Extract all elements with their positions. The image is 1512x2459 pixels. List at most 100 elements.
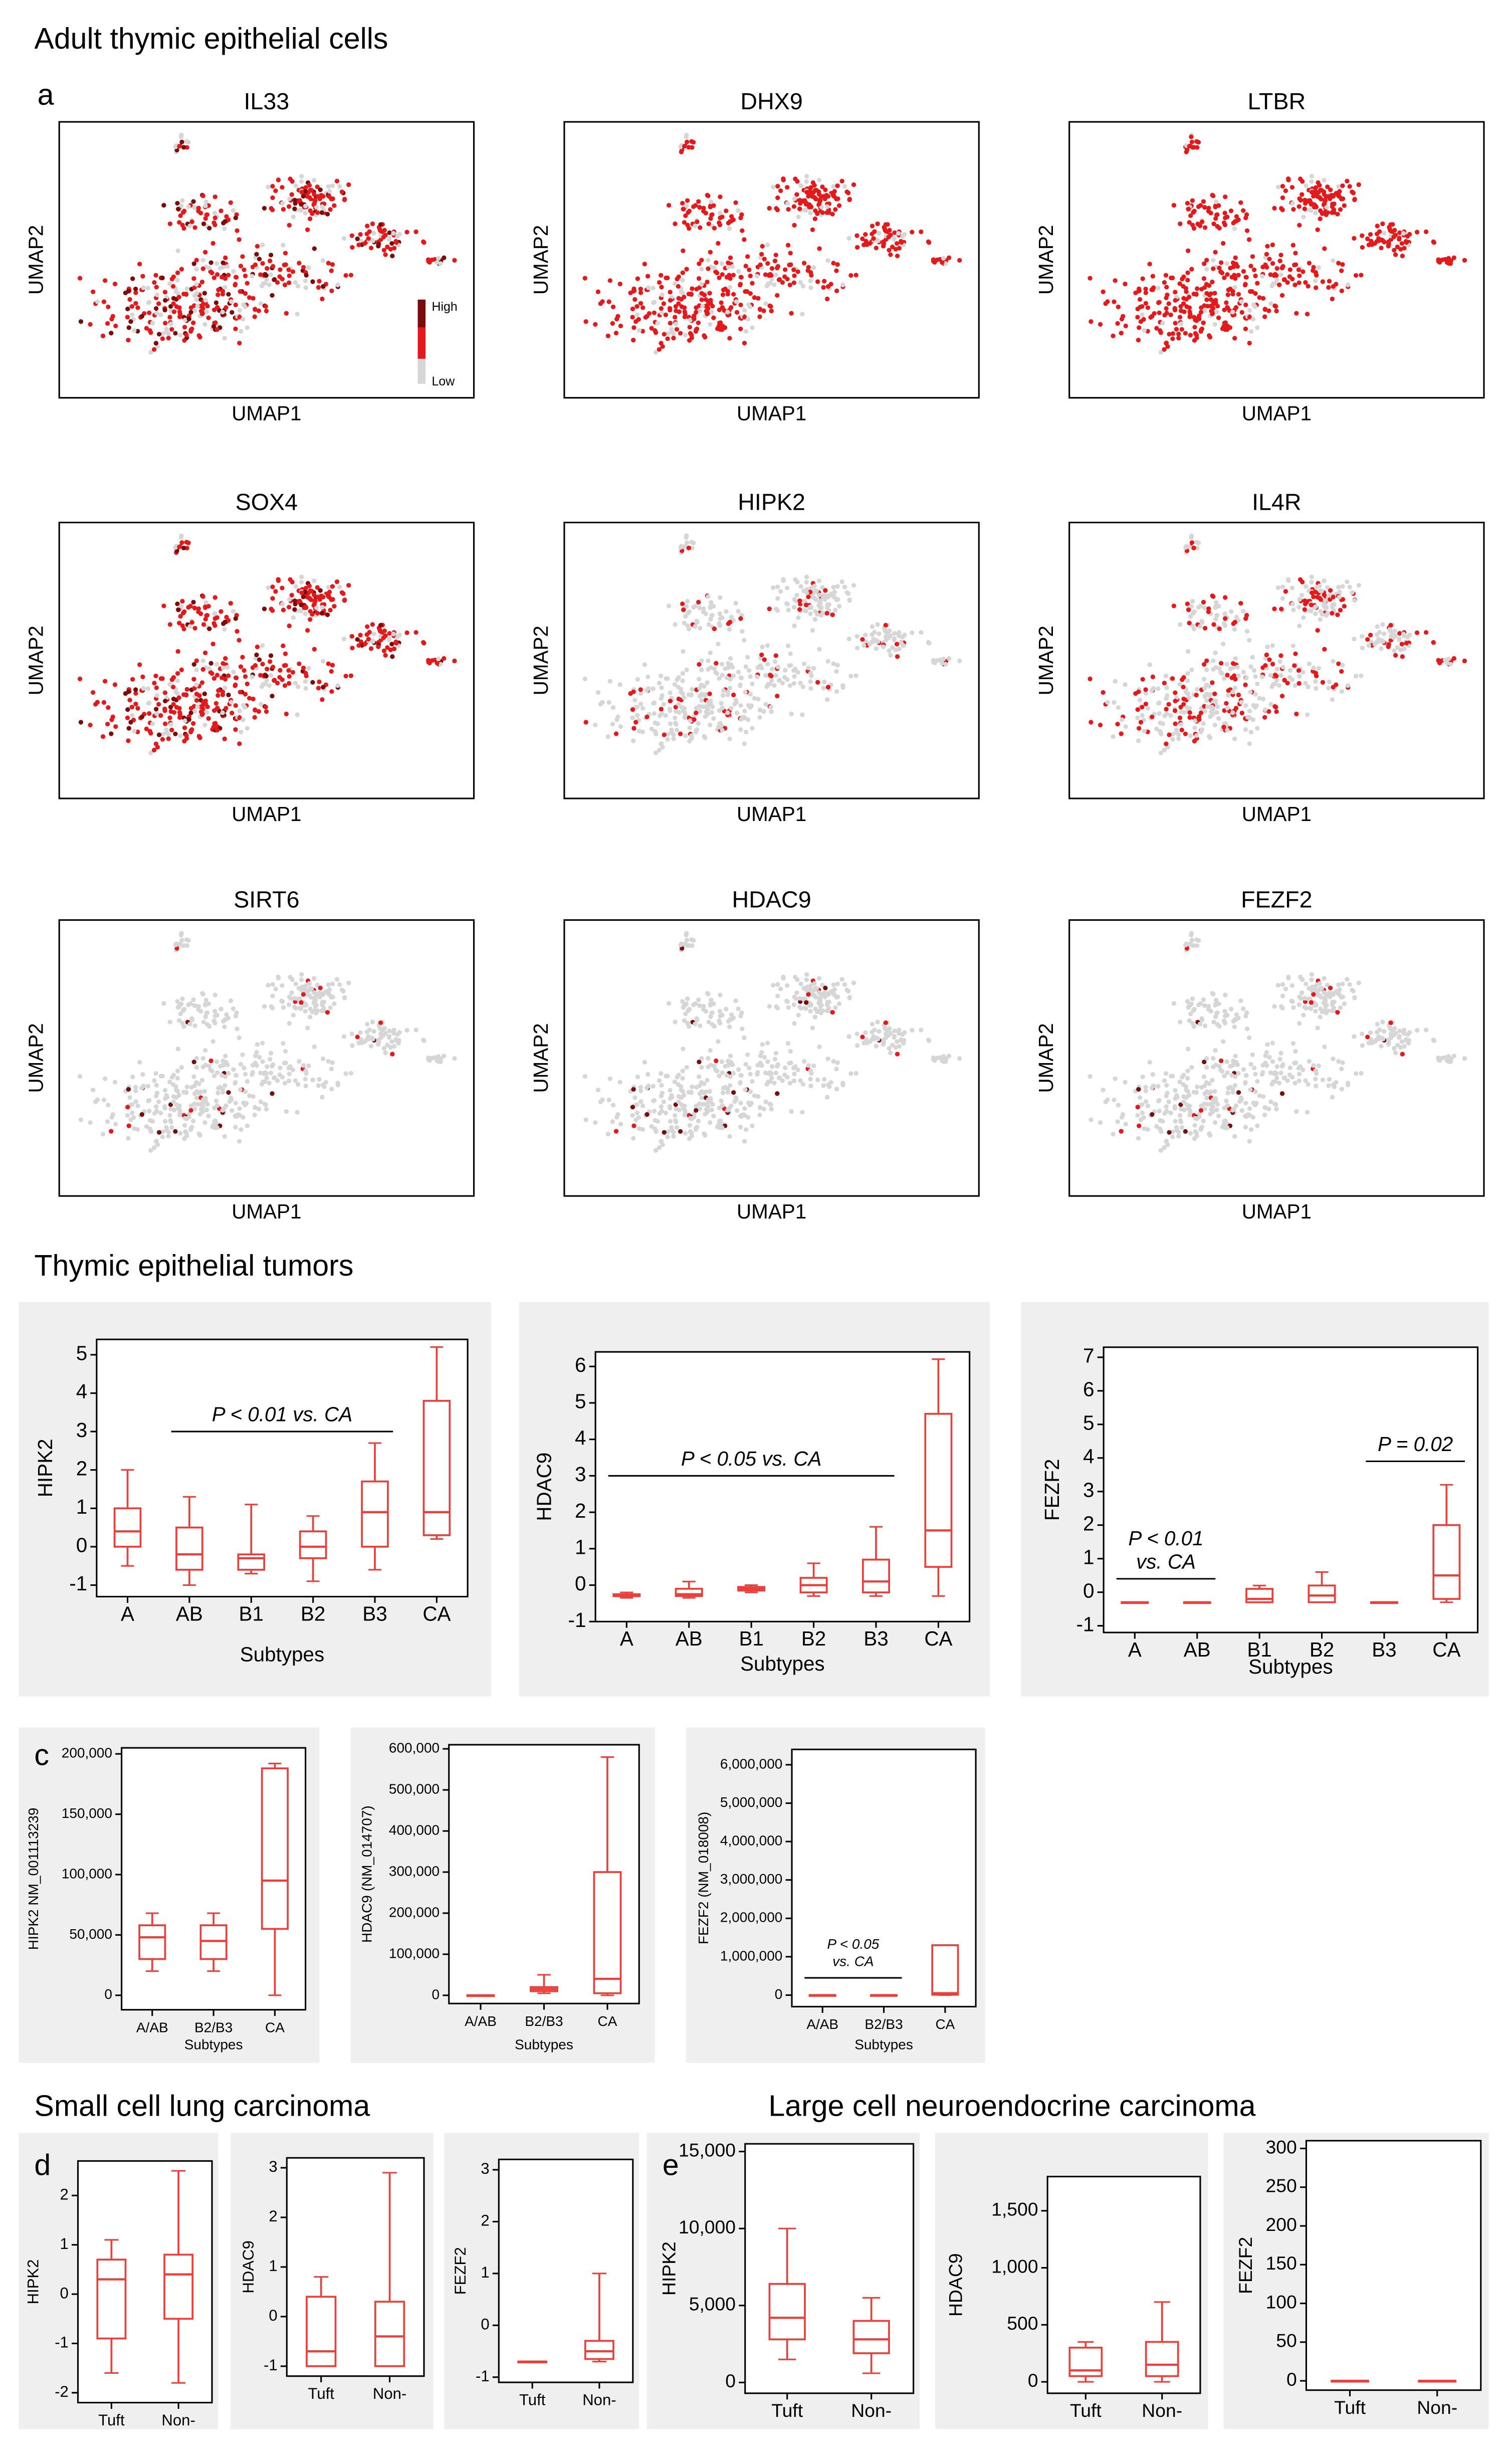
umap-dot: [825, 258, 830, 263]
umap-dot: [720, 272, 725, 277]
umap-dot: [160, 331, 165, 336]
umap-dot: [1250, 316, 1256, 322]
umap-dot: [1243, 216, 1248, 221]
umap-dot: [163, 721, 168, 726]
umap-dot: [653, 1126, 658, 1131]
umap-dot: [848, 674, 853, 679]
umap-dot: [1253, 273, 1258, 279]
umap-dot: [293, 681, 298, 686]
umap-dot: [734, 310, 740, 315]
umap-dot: [358, 633, 363, 638]
umap-dot: [1315, 628, 1320, 633]
umap-dot: [270, 596, 275, 601]
umap-dot: [194, 682, 199, 688]
umap-dot: [613, 731, 619, 736]
umap-dot: [133, 1099, 138, 1104]
umap-dot: [1257, 295, 1262, 300]
umap-dot: [335, 1081, 340, 1086]
umap-dot: [258, 673, 263, 678]
umap-dot: [269, 206, 274, 211]
umap-dot: [220, 1108, 225, 1113]
umap-dot: [831, 261, 836, 266]
umap-dot: [676, 1099, 681, 1104]
umap-dot: [1157, 711, 1162, 716]
umap-dot: [669, 727, 674, 732]
umap-dot: [718, 721, 723, 726]
umap-dot: [680, 999, 685, 1004]
umap-dot: [1232, 1134, 1237, 1139]
umap-dot: [817, 201, 822, 207]
umap-dot: [720, 1070, 725, 1075]
umap-dot: [1179, 1119, 1184, 1125]
umap-dot: [882, 627, 888, 632]
umap-dot: [177, 621, 182, 626]
umap-dot: [757, 715, 762, 720]
umap-dot: [1248, 264, 1253, 269]
umap-dot: [257, 1055, 262, 1060]
umap-dot: [671, 335, 676, 341]
umap-dot: [1331, 594, 1336, 599]
umap-dot: [175, 671, 180, 676]
umap-dot: [1217, 666, 1222, 671]
umap-dot: [1225, 327, 1230, 332]
umap-dot: [186, 1002, 191, 1007]
umap-dot: [386, 1035, 391, 1040]
umap-dot: [798, 981, 803, 986]
umap-dot: [835, 994, 840, 999]
umap-dot: [1391, 635, 1396, 640]
umap-dot: [187, 624, 192, 629]
umap-dot: [1275, 585, 1281, 590]
umap-dot: [855, 245, 860, 250]
umap-dot: [1105, 299, 1110, 304]
umap-dot: [247, 295, 252, 300]
umap-dot: [326, 184, 331, 189]
umap-dot: [1211, 266, 1216, 271]
umap-dot: [1222, 211, 1227, 216]
umap-dot: [1305, 311, 1310, 317]
umap-dot: [775, 665, 781, 670]
umap-dot: [435, 661, 440, 666]
umap-dot: [946, 255, 952, 261]
umap-dot: [718, 1013, 723, 1018]
umap-dot: [204, 710, 209, 715]
umap-dot: [707, 291, 712, 296]
umap-dot: [242, 668, 247, 673]
umap-dot: [734, 1108, 740, 1113]
umap-dot: [742, 741, 747, 746]
umap-dot: [237, 638, 242, 643]
umap-dot: [216, 287, 221, 293]
umap-dot: [715, 671, 720, 676]
umap-dot: [883, 623, 888, 628]
umap-dot: [1446, 656, 1451, 662]
umap-dot: [1196, 204, 1201, 209]
umap-dot: [242, 267, 247, 272]
umap-dot: [823, 985, 828, 990]
umap-dot: [328, 207, 333, 212]
umap-dot: [164, 327, 169, 332]
umap-dot: [231, 608, 236, 614]
umap-dot: [583, 1117, 588, 1122]
umap-dot: [394, 240, 399, 245]
umap-dot: [182, 325, 187, 330]
umap-dot: [231, 1006, 236, 1011]
umap-dot: [796, 615, 801, 620]
umap-dot: [1105, 700, 1110, 705]
umap-y-label: UMAP2: [1034, 225, 1057, 295]
umap-dot: [673, 1019, 678, 1024]
umap-dot: [280, 983, 285, 988]
umap-dot: [617, 682, 622, 687]
umap-dot: [1137, 325, 1142, 330]
umap-dot: [212, 1013, 218, 1018]
umap-dot: [177, 544, 182, 549]
umap-dot: [632, 297, 637, 302]
umap-dot: [746, 703, 751, 708]
umap-dot: [1225, 292, 1230, 297]
umap-dot: [1323, 598, 1328, 603]
umap-dot: [1123, 1122, 1128, 1127]
umap-dot: [237, 237, 242, 242]
umap-dot: [1302, 197, 1308, 202]
umap-dot: [1309, 179, 1314, 184]
umap-dot: [304, 273, 309, 278]
umap-dot: [290, 670, 296, 675]
umap-dot: [1337, 589, 1342, 594]
